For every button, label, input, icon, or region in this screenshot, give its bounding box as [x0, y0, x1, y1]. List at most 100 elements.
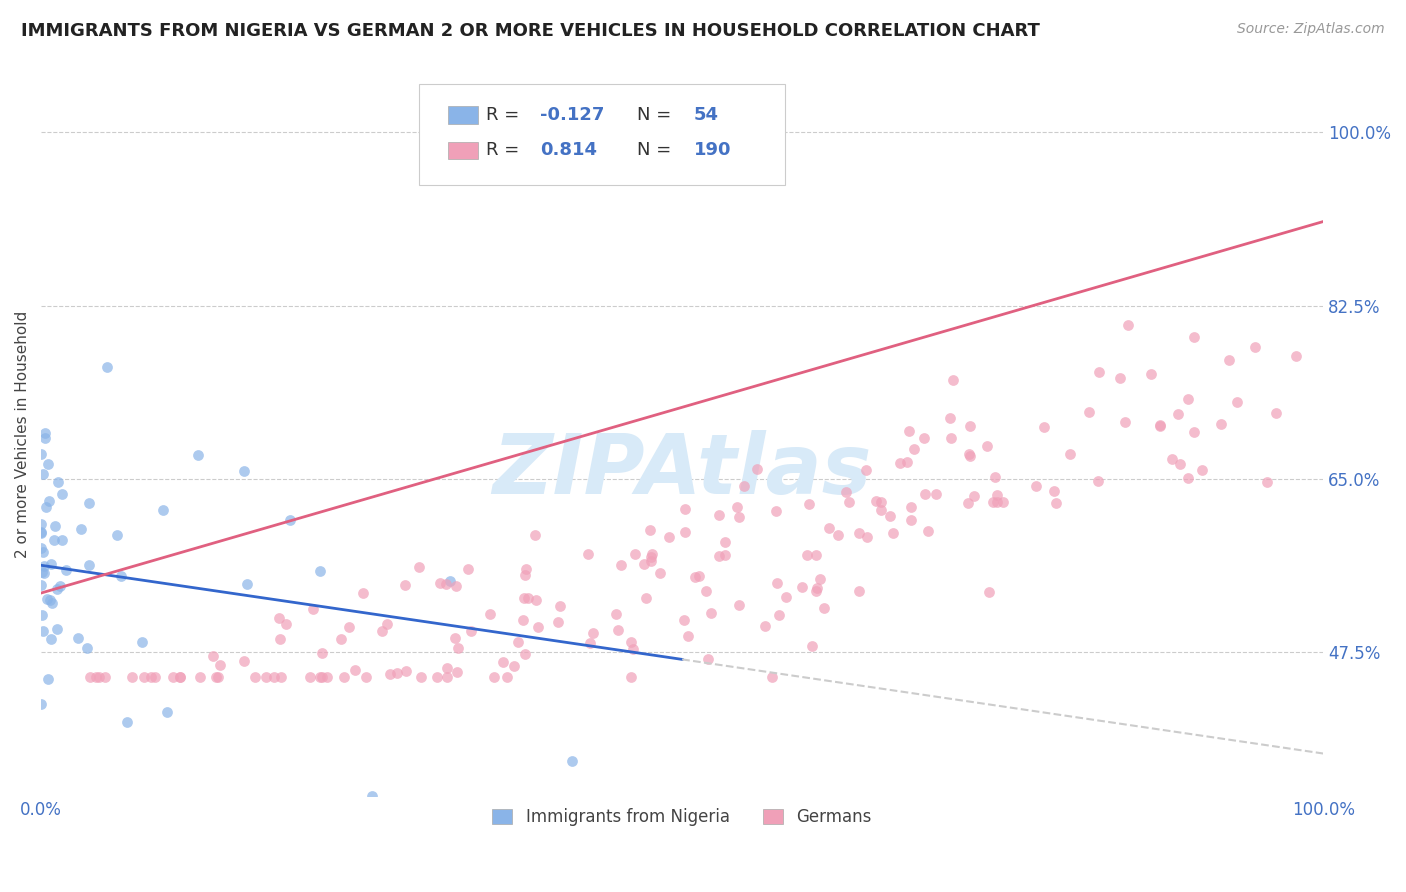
Point	[1045, 496, 1067, 510]
Point	[316, 670, 339, 684]
Point	[1059, 447, 1081, 461]
Point	[941, 432, 963, 446]
Point	[993, 494, 1015, 508]
Point	[55, 563, 77, 577]
Point	[796, 549, 818, 563]
Point	[49, 579, 72, 593]
Point	[131, 635, 153, 649]
Point	[917, 524, 939, 539]
Point	[411, 670, 433, 684]
Point	[621, 642, 644, 657]
Point	[641, 547, 664, 561]
Point	[900, 500, 922, 515]
Point	[30, 541, 52, 555]
Point	[754, 619, 776, 633]
Point	[343, 663, 366, 677]
Text: R =: R =	[486, 141, 524, 160]
Point	[32, 558, 55, 573]
Point	[1177, 471, 1199, 485]
Point	[32, 467, 55, 481]
Point	[361, 789, 384, 803]
Point	[672, 613, 695, 627]
Point	[446, 665, 468, 680]
Point	[648, 566, 671, 581]
Point	[903, 442, 925, 456]
Point	[169, 670, 191, 684]
Point	[1025, 479, 1047, 493]
Text: IMMIGRANTS FROM NIGERIA VS GERMAN 2 OR MORE VEHICLES IN HOUSEHOLD CORRELATION CH: IMMIGRANTS FROM NIGERIA VS GERMAN 2 OR M…	[21, 22, 1040, 40]
Point	[640, 549, 662, 564]
Point	[636, 591, 658, 605]
Point	[620, 670, 643, 684]
Point	[162, 670, 184, 684]
Point	[447, 641, 470, 656]
Point	[633, 558, 655, 572]
Point	[638, 523, 661, 537]
Point	[804, 548, 827, 562]
Point	[1226, 395, 1249, 409]
Point	[44, 533, 66, 547]
Point	[1078, 405, 1101, 419]
FancyBboxPatch shape	[447, 106, 478, 124]
Point	[30, 517, 52, 532]
FancyBboxPatch shape	[447, 142, 478, 159]
Point	[187, 448, 209, 462]
Point	[512, 613, 534, 627]
Point	[775, 590, 797, 604]
Point	[34, 425, 56, 440]
Point	[801, 640, 824, 654]
Point	[30, 698, 52, 712]
Point	[1088, 365, 1111, 379]
Point	[1116, 318, 1139, 333]
Point	[709, 549, 731, 563]
Point	[503, 659, 526, 673]
Point	[41, 596, 63, 610]
Y-axis label: 2 or more Vehicles in Household: 2 or more Vehicles in Household	[15, 311, 30, 558]
Point	[683, 570, 706, 584]
Point	[311, 646, 333, 660]
Point	[1211, 417, 1233, 431]
Point	[984, 469, 1007, 483]
Point	[870, 495, 893, 509]
Point	[96, 360, 118, 375]
Point	[143, 670, 166, 684]
Point	[333, 670, 356, 684]
Point	[879, 509, 901, 524]
Point	[1244, 341, 1267, 355]
Point	[278, 513, 301, 527]
Point	[76, 641, 98, 656]
Point	[835, 484, 858, 499]
Point	[38, 493, 60, 508]
Text: N =: N =	[637, 106, 678, 124]
Point	[1167, 407, 1189, 421]
Point	[640, 554, 662, 568]
Text: R =: R =	[486, 106, 524, 124]
Point	[806, 581, 828, 595]
Point	[32, 624, 55, 638]
Point	[747, 461, 769, 475]
Point	[981, 495, 1004, 509]
Point	[311, 670, 333, 684]
Point	[496, 670, 519, 684]
Point	[37, 457, 59, 471]
Point	[371, 624, 394, 638]
Point	[714, 535, 737, 549]
Point	[707, 508, 730, 523]
Point	[1285, 350, 1308, 364]
Point	[515, 562, 537, 576]
Point	[89, 670, 111, 684]
Point	[688, 569, 710, 583]
Point	[765, 504, 787, 518]
Point	[139, 670, 162, 684]
Text: 0.814: 0.814	[540, 141, 596, 160]
Point	[51, 486, 73, 500]
Point	[761, 670, 783, 684]
Point	[77, 496, 100, 510]
Point	[207, 670, 229, 684]
Point	[607, 623, 630, 637]
Point	[513, 647, 536, 661]
Point	[889, 456, 911, 470]
Point	[37, 592, 59, 607]
Point	[354, 670, 377, 684]
Point	[766, 575, 789, 590]
